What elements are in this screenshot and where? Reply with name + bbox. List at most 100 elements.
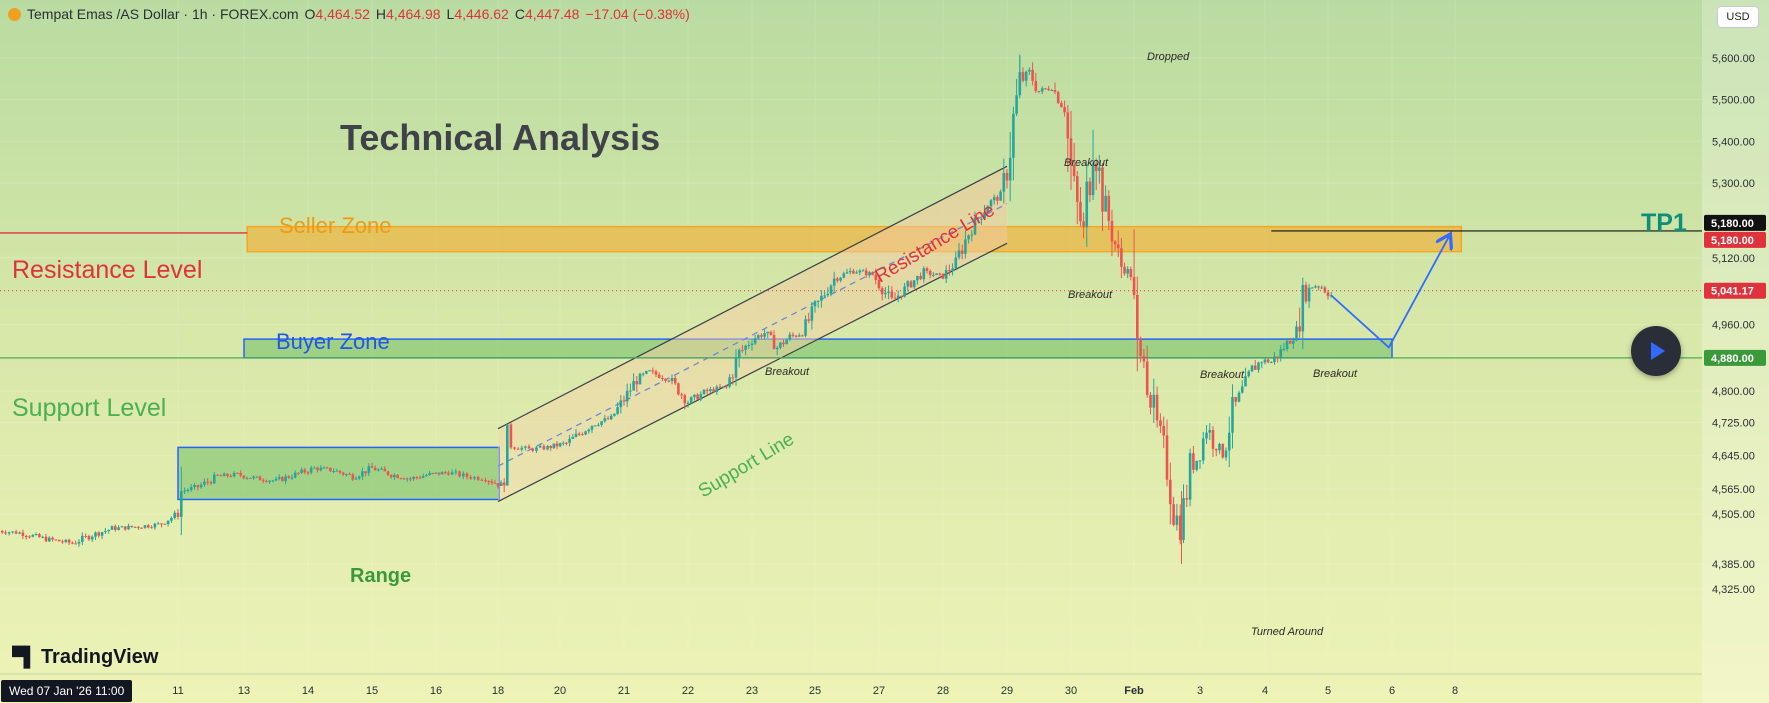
candle-body: [689, 397, 693, 404]
candle-body: [1104, 195, 1107, 212]
projection-arrow: [1330, 237, 1449, 349]
candle-body: [0, 531, 4, 533]
candle-body: [1198, 460, 1202, 462]
candle-body: [797, 335, 801, 337]
candle-body: [383, 468, 387, 472]
candle-body: [747, 345, 751, 347]
candle-body: [1091, 163, 1095, 196]
high-label: H: [375, 6, 387, 22]
candle-body: [763, 333, 766, 337]
candle-body: [370, 466, 374, 468]
candle-body: [437, 472, 441, 475]
high-value: 4,464.98: [386, 6, 441, 22]
candle-body: [450, 472, 454, 475]
candle-body: [565, 442, 568, 444]
candle-body: [760, 335, 763, 337]
candle-body: [587, 429, 591, 432]
candle-body: [480, 479, 484, 481]
candle-body: [1063, 107, 1066, 113]
candle-body: [490, 481, 494, 483]
symbol-name[interactable]: Tempat Emas /AS Dollar · 1h · FOREX.com: [27, 6, 299, 22]
tradingview-logo[interactable]: ▀▌ TradingView: [12, 646, 158, 669]
candle-body: [130, 525, 134, 528]
candle-body: [1056, 92, 1060, 104]
breakout-label: Breakout: [1068, 289, 1113, 301]
candle-body: [629, 390, 632, 392]
candle-body: [14, 531, 18, 534]
candle-body: [1126, 268, 1129, 274]
candle-body: [386, 471, 390, 475]
tp1-price-label-bg: [1704, 214, 1766, 231]
x-tick-label: 18: [492, 685, 504, 697]
candle-body: [928, 270, 932, 276]
candle-body: [772, 334, 776, 350]
x-tick-label: 21: [618, 685, 630, 697]
candle-body: [1214, 448, 1218, 451]
range-label: Range: [350, 565, 411, 587]
candle-body: [944, 270, 948, 279]
low-value: 4,446.62: [454, 6, 509, 22]
candle-body: [1129, 268, 1133, 277]
y-tick-label: 4,960.00: [1712, 320, 1755, 332]
candle-body: [421, 476, 425, 478]
candle-body: [94, 532, 97, 537]
candle-body: [229, 476, 233, 478]
candle-body: [1250, 365, 1254, 372]
candle-body: [322, 467, 326, 469]
candle-body: [114, 526, 117, 530]
candle-body: [1136, 294, 1139, 339]
candle-body: [219, 475, 223, 477]
breakout-label: Breakout: [1064, 157, 1109, 169]
candle-body: [861, 270, 865, 272]
candle-body: [1040, 88, 1044, 92]
candle-body: [502, 482, 506, 486]
currency-button[interactable]: USD: [1717, 6, 1759, 28]
candle-body: [1002, 173, 1006, 192]
candle-body: [731, 377, 735, 379]
candle-body: [775, 347, 779, 350]
candle-body: [1266, 359, 1270, 363]
candle-body: [367, 466, 371, 474]
candle-body: [900, 295, 903, 297]
candle-body: [189, 487, 193, 490]
candle-body: [261, 480, 265, 482]
replay-play-button[interactable]: [1631, 326, 1681, 376]
candle-body: [316, 467, 319, 471]
tradingview-wordmark: TradingView: [40, 646, 159, 668]
candle-body: [61, 541, 64, 543]
candle-body: [173, 512, 176, 518]
candle-body: [255, 476, 259, 478]
candles-layer: [0, 54, 1333, 565]
candle-body: [1175, 515, 1179, 525]
candle-body: [484, 480, 487, 482]
cursor-date-badge: Wed 07 Jan '26 11:00: [1, 680, 133, 702]
candle-body: [705, 389, 709, 392]
candle-body: [4, 532, 7, 534]
candle-body: [970, 234, 974, 236]
candle-body: [364, 471, 367, 474]
candle-body: [616, 407, 619, 414]
x-tick-label: 3: [1197, 685, 1203, 697]
x-tick-label: Feb: [1124, 685, 1144, 697]
support-price-label: 4,880.00: [1711, 353, 1754, 365]
candle-body: [1110, 220, 1114, 242]
resistance-trendline: [497, 165, 1008, 430]
candle-body: [117, 527, 120, 530]
trend-channel: [497, 165, 1008, 503]
candle-body: [454, 471, 458, 473]
x-tick-label: 16: [430, 685, 442, 697]
buyer-zone-label: Buyer Zone: [276, 329, 390, 354]
candle-body: [941, 273, 945, 279]
candle-body: [648, 370, 651, 372]
candle-body: [348, 474, 351, 476]
candle-body: [493, 482, 497, 484]
candle-body: [199, 484, 203, 488]
seller-zone-label: Seller Zone: [279, 213, 392, 238]
breakout-label: Breakout: [765, 366, 810, 378]
candle-body: [1088, 181, 1092, 196]
candle-body: [980, 218, 983, 220]
candle-body: [338, 470, 342, 473]
x-tick-label: 23: [746, 685, 758, 697]
candle-body: [858, 270, 862, 273]
